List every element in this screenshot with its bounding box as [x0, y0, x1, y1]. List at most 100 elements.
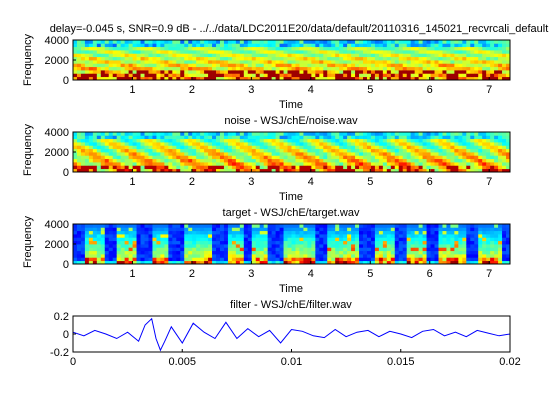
- target-spectrogram-cell: [374, 234, 380, 238]
- noise-spectrogram-cell: [366, 138, 372, 143]
- mixture-spectrogram-cell: [96, 50, 102, 54]
- noise-spectrogram-cell: [454, 168, 459, 173]
- noise-spectrogram-cell: [430, 168, 435, 173]
- noise-spectrogram-cell: [462, 152, 467, 156]
- mixture-spectrogram-cell: [279, 43, 284, 48]
- mixture-spectrogram-cell: [267, 40, 273, 44]
- target-spectrogram-cell: [327, 247, 332, 252]
- noise-spectrogram-cell: [398, 152, 404, 156]
- mixture-spectrogram-cell: [366, 50, 372, 54]
- target-spectrogram-cell: [406, 227, 412, 232]
- noise-spectrogram-cell: [339, 142, 344, 146]
- target-spectrogram-cell: [184, 224, 189, 228]
- target-spectrogram-cell: [494, 237, 499, 242]
- mixture-spectrogram-cell: [120, 46, 126, 51]
- noise-spectrogram-cell: [140, 135, 145, 140]
- mixture-spectrogram-cell: [80, 60, 86, 64]
- target-spectrogram-cell: [184, 260, 189, 265]
- noise-spectrogram-cell: [430, 135, 435, 140]
- target-spectrogram-cell: [188, 244, 193, 248]
- target-spectrogram-cell: [422, 260, 427, 265]
- noise-spectrogram-cell: [303, 142, 308, 146]
- noise-spectrogram-cell: [410, 145, 416, 150]
- target-spectrogram-cell: [243, 240, 249, 245]
- noise-spectrogram-cell: [124, 132, 130, 136]
- mixture-spectrogram-cell: [299, 66, 304, 71]
- mixture-spectrogram-cell: [498, 53, 503, 58]
- mixture-spectrogram-cell: [216, 60, 221, 64]
- mixture-spectrogram-cell: [267, 76, 273, 81]
- noise-spectrogram-cell: [486, 132, 491, 136]
- mixture-spectrogram-cell: [390, 70, 396, 74]
- mixture-spectrogram-cell: [92, 50, 98, 54]
- noise-spectrogram-cell: [73, 135, 78, 140]
- noise-spectrogram-cell: [144, 162, 149, 166]
- mixture-spectrogram-cell: [204, 43, 209, 48]
- noise-spectrogram-cell: [212, 142, 217, 146]
- noise-spectrogram-cell: [223, 168, 229, 173]
- mixture-spectrogram-cell: [92, 60, 98, 64]
- target-spectrogram-cell: [394, 224, 400, 228]
- noise-spectrogram-cell: [255, 148, 261, 153]
- noise-spectrogram-cell: [219, 135, 225, 140]
- noise-spectrogram-cell: [335, 142, 340, 146]
- noise-spectrogram-cell: [271, 162, 277, 166]
- target-spectrogram-cell: [382, 237, 388, 242]
- target-spectrogram-cell: [438, 224, 443, 228]
- mixture-spectrogram-cell: [446, 63, 451, 68]
- target-spectrogram-cell: [291, 224, 296, 228]
- mixture-spectrogram-cell: [100, 60, 106, 64]
- mixture-spectrogram-cell: [299, 76, 304, 81]
- target-spectrogram-cell: [259, 240, 265, 245]
- target-spectrogram-cell: [235, 260, 241, 265]
- target-spectrogram-cell: [311, 257, 316, 262]
- noise-spectrogram-cell: [343, 148, 348, 153]
- target-spectrogram-cell: [216, 260, 221, 265]
- target-spectrogram-cell: [303, 227, 308, 232]
- mixture-spectrogram-cell: [231, 60, 237, 64]
- target-spectrogram-cell: [482, 224, 487, 228]
- noise-spectrogram-cell: [382, 145, 388, 150]
- noise-spectrogram-cell: [382, 135, 388, 140]
- target-spectrogram-cell: [462, 254, 467, 258]
- noise-spectrogram-cell: [184, 168, 189, 173]
- target-spectrogram-cell: [331, 224, 336, 228]
- target-spectrogram-cell: [96, 227, 102, 232]
- target-spectrogram-cell: [259, 247, 265, 252]
- mixture-spectrogram-cell: [378, 76, 384, 81]
- noise-spectrogram-cell: [73, 142, 78, 146]
- mixture-spectrogram-cell: [168, 46, 173, 51]
- target-spectrogram-cell: [494, 240, 499, 245]
- target-spectrogram-cell: [386, 240, 392, 245]
- noise-spectrogram-cell: [450, 138, 455, 143]
- target-spectrogram-cell: [470, 227, 475, 232]
- target-spectrogram-cell: [132, 260, 137, 265]
- noise-spectrogram-cell: [335, 162, 340, 166]
- noise-spectrogram-cell: [390, 165, 396, 170]
- mixture-spectrogram-cell: [168, 50, 173, 54]
- target-spectrogram-cell: [275, 244, 280, 248]
- mixture-spectrogram-cell: [470, 53, 475, 58]
- noise-spectrogram-cell: [406, 142, 412, 146]
- target-spectrogram-cell: [478, 247, 483, 252]
- target-spectrogram-cell: [112, 234, 118, 238]
- noise-spectrogram-cell: [247, 132, 253, 136]
- noise-spectrogram-cell: [466, 168, 471, 173]
- noise-spectrogram-cell: [144, 155, 149, 160]
- noise-spectrogram-cell: [442, 145, 447, 150]
- target-spectrogram-cell: [176, 240, 181, 245]
- target-spectrogram-cell: [112, 247, 118, 252]
- mixture-spectrogram-cell: [255, 63, 261, 68]
- target-y-tick-label: 4000: [45, 219, 69, 231]
- mixture-spectrogram-cell: [116, 60, 122, 64]
- mixture-spectrogram-cell: [386, 46, 392, 51]
- target-spectrogram-cell: [291, 254, 296, 258]
- mixture-spectrogram-cell: [363, 66, 368, 71]
- noise-spectrogram-cell: [128, 152, 133, 156]
- noise-spectrogram-cell: [474, 135, 479, 140]
- mixture-spectrogram-cell: [80, 63, 86, 68]
- target-spectrogram-cell: [243, 257, 249, 262]
- noise-spectrogram-cell: [160, 168, 165, 173]
- target-spectrogram-cell: [160, 224, 165, 228]
- mixture-spectrogram-cell: [458, 56, 463, 61]
